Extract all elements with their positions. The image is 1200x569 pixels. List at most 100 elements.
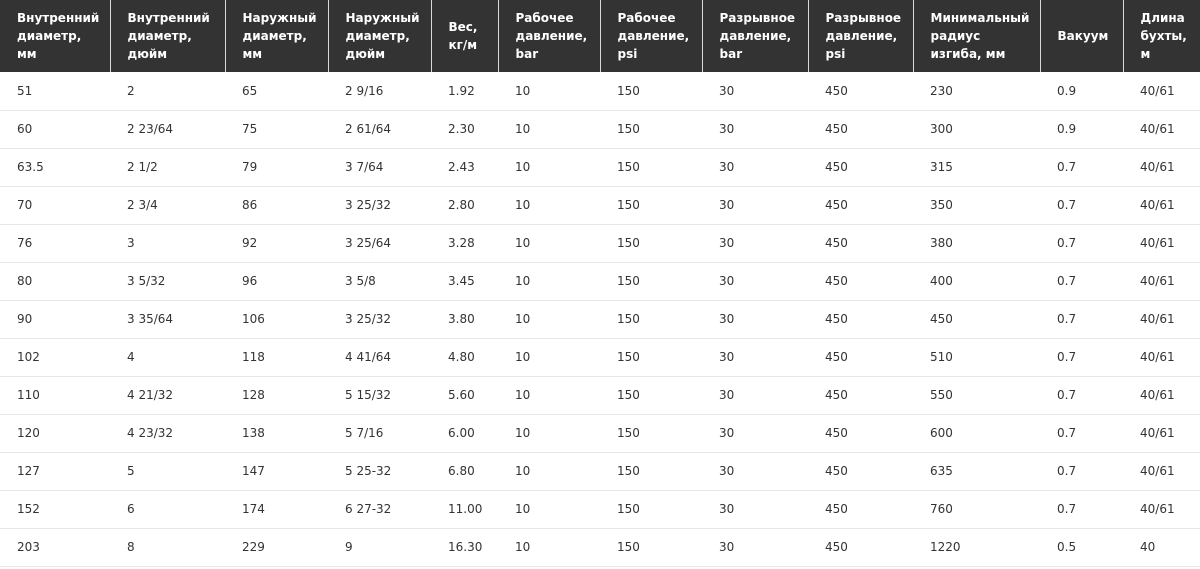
table-cell: 86: [225, 186, 328, 225]
table-cell: 10: [498, 186, 600, 225]
table-cell: 10: [498, 148, 600, 187]
table-cell: 8: [110, 528, 225, 567]
table-cell: 760: [913, 490, 1040, 529]
table-cell: 40: [1123, 528, 1200, 567]
header-cell: Разрывное давление, bar: [701, 0, 808, 72]
table-cell: 150: [600, 148, 702, 187]
table-cell: 0.7: [1040, 262, 1123, 301]
table-cell: 40/61: [1123, 490, 1200, 529]
table-cell: 3.80: [431, 300, 498, 339]
header-cell: Рабочее давление, psi: [599, 0, 702, 72]
table-cell: 203: [0, 528, 110, 567]
table-cell: 80: [0, 262, 110, 301]
table-row: 76 3 92 3 25/64 3.28 10 150 30 450 380 0.7 40/61: [0, 224, 1200, 263]
table-cell: 10: [498, 338, 600, 377]
table-cell: 65: [225, 72, 328, 111]
table-cell: 40/61: [1123, 148, 1200, 187]
table-cell: 30: [702, 224, 808, 263]
table-cell: 128: [225, 376, 328, 415]
table-cell: 174: [225, 490, 328, 529]
table-row: 80 3 5/32 96 3 5/8 3.45 10 150 30 450 400 0.7 40/61: [0, 262, 1200, 301]
table-cell: 118: [225, 338, 328, 377]
table-row: 51 2 65 2 9/16 1.92 10 150 30 450 230 0.9 40/61: [0, 72, 1200, 111]
header-row: Внутренний диаметр, мм Внутренний диаметр…: [0, 0, 1200, 72]
table-cell: 2 3/4: [110, 186, 225, 225]
table-cell: 150: [600, 224, 702, 263]
table-cell: 600: [913, 414, 1040, 453]
table-cell: 3 25/32: [328, 186, 431, 225]
table-cell: 2.80: [431, 186, 498, 225]
table-row: 102 4 118 4 41/64 4.80 10 150 30 450 510 0.7 40/61: [0, 338, 1200, 377]
table-cell: 2.43: [431, 148, 498, 187]
table-cell: 10: [498, 414, 600, 453]
table-cell: 3.45: [431, 262, 498, 301]
table-cell: 450: [808, 72, 913, 111]
table-cell: 10: [498, 72, 600, 111]
table-cell: 30: [702, 490, 808, 529]
table-cell: 0.7: [1040, 376, 1123, 415]
table-cell: 450: [808, 262, 913, 301]
table-row: 152 6 174 6 27-32 11.00 10 150 30 450 760 0.7 40/61: [0, 490, 1200, 529]
table-cell: 150: [600, 262, 702, 301]
table-cell: 40/61: [1123, 72, 1200, 111]
table-cell: 30: [702, 148, 808, 187]
table-cell: 6: [110, 490, 225, 529]
table-cell: 3 25/64: [328, 224, 431, 263]
table-cell: 0.9: [1040, 110, 1123, 149]
table-cell: 40/61: [1123, 376, 1200, 415]
table-cell: 147: [225, 452, 328, 491]
table-row: 63.5 2 1/2 79 3 7/64 2.43 10 150 30 450 315 0.7 40/…: [0, 148, 1200, 187]
table-cell: 150: [600, 300, 702, 339]
table-cell: 450: [808, 300, 913, 339]
table-cell: 152: [0, 490, 110, 529]
table-cell: 40/61: [1123, 338, 1200, 377]
table-cell: 1.92: [431, 72, 498, 111]
table-cell: 79: [225, 148, 328, 187]
table-cell: 10: [498, 262, 600, 301]
table-cell: 230: [913, 72, 1040, 111]
table-cell: 3 7/64: [328, 148, 431, 187]
table-cell: 92: [225, 224, 328, 263]
table-cell: 5 7/16: [328, 414, 431, 453]
table-cell: 10: [498, 452, 600, 491]
table-cell: 51: [0, 72, 110, 111]
table-cell: 400: [913, 262, 1040, 301]
table-row: 203 8 229 9 16.30 10 150 30 450 1220 0.5 40: [0, 528, 1200, 567]
table-cell: 30: [702, 376, 808, 415]
table-cell: 30: [702, 186, 808, 225]
header-cell: Минимальный радиус изгиба, мм: [912, 0, 1040, 72]
table-cell: 550: [913, 376, 1040, 415]
table-cell: 40/61: [1123, 110, 1200, 149]
table-cell: 2: [110, 72, 225, 111]
table-cell: 0.7: [1040, 148, 1123, 187]
table-cell: 10: [498, 110, 600, 149]
header-cell: Внутренний диаметр, мм: [0, 0, 110, 72]
table-cell: 0.7: [1040, 338, 1123, 377]
table-cell: 150: [600, 452, 702, 491]
table-row: 90 3 35/64 106 3 25/32 3.80 10 150 30 450 450 0.7 4…: [0, 300, 1200, 339]
table-cell: 6.80: [431, 452, 498, 491]
table-cell: 150: [600, 414, 702, 453]
table-cell: 9: [328, 528, 431, 567]
table-cell: 380: [913, 224, 1040, 263]
header-cell: Рабочее давление, bar: [497, 0, 600, 72]
table-cell: 30: [702, 72, 808, 111]
table-cell: 150: [600, 528, 702, 567]
table-cell: 10: [498, 376, 600, 415]
table-header: Внутренний диаметр, мм Внутренний диаметр…: [0, 0, 1200, 72]
table-cell: 510: [913, 338, 1040, 377]
table-cell: 450: [808, 414, 913, 453]
header-cell: Наружный диаметр, мм: [224, 0, 328, 72]
table-cell: 30: [702, 110, 808, 149]
table-row: 70 2 3/4 86 3 25/32 2.80 10 150 30 450 350 0.7 40/6…: [0, 186, 1200, 225]
table-cell: 138: [225, 414, 328, 453]
table-cell: 4: [110, 338, 225, 377]
table-cell: 315: [913, 148, 1040, 187]
table-body: 51 2 65 2 9/16 1.92 10 150 30 450 230 0.9 40/61 60 2 …: [0, 72, 1200, 567]
table-cell: 4 21/32: [110, 376, 225, 415]
table-cell: 2 9/16: [328, 72, 431, 111]
table-cell: 5.60: [431, 376, 498, 415]
table-cell: 5 25-32: [328, 452, 431, 491]
table-cell: 635: [913, 452, 1040, 491]
